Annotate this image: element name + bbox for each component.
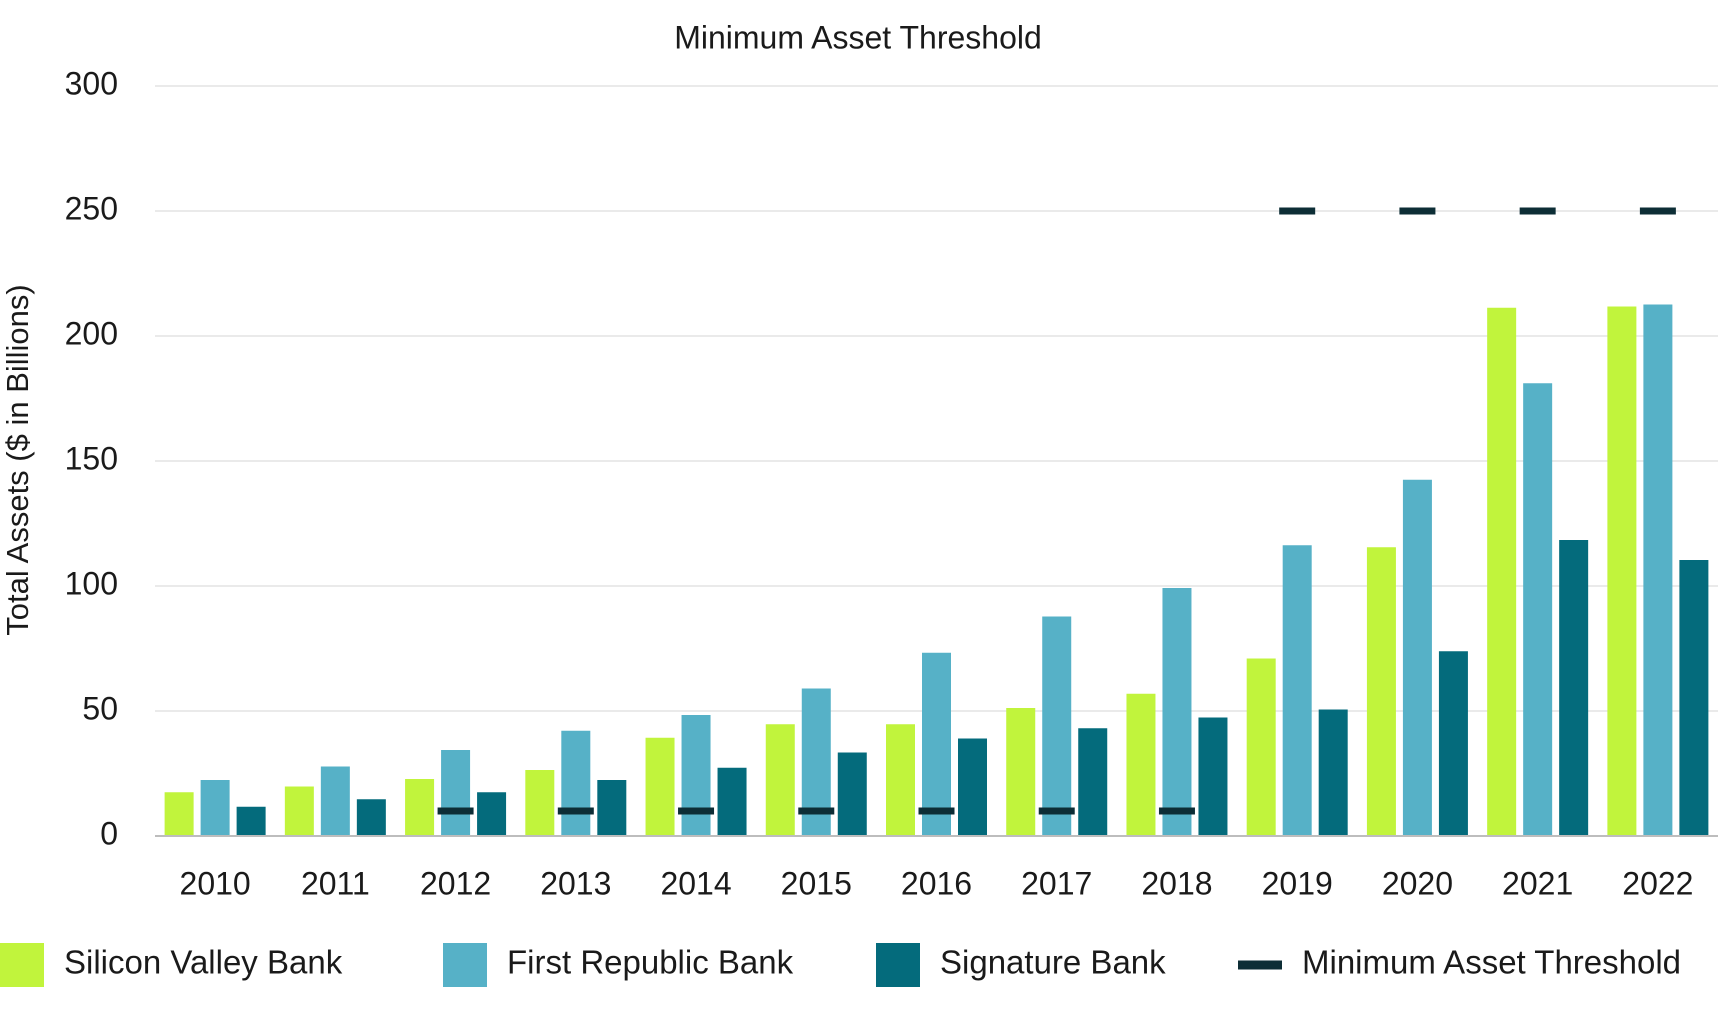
x-tick-label: 2020 [1382,865,1453,901]
bar [597,780,627,836]
x-tick-label: 2014 [660,865,731,901]
threshold-marker [1639,207,1676,215]
bar [1126,693,1156,836]
x-tick-label: 2015 [781,865,852,901]
gridlines [155,85,1718,712]
legend-swatch [0,943,44,987]
bar [1487,307,1517,836]
bar [1523,383,1553,836]
bar [1078,728,1108,836]
legend-swatch [876,943,920,987]
y-tick-label: 100 [65,565,118,601]
bar [1042,616,1072,836]
y-tick-label: 150 [65,440,118,476]
bar [1643,304,1673,836]
bar [681,715,711,836]
bar [1679,560,1709,836]
legend-label: First Republic Bank [507,944,794,981]
legend-label: Minimum Asset Threshold [1302,944,1681,981]
bar [1607,306,1637,836]
bar [1438,651,1468,836]
bar [561,730,591,836]
bar [236,806,266,836]
bar [645,737,675,836]
bar [525,770,555,836]
bar [837,752,867,836]
threshold-marker [1038,807,1075,815]
legend-swatch [1238,960,1282,970]
y-tick-label: 250 [65,190,118,226]
x-tick-label: 2012 [420,865,491,901]
legend-label: Signature Bank [940,944,1166,981]
x-tick-label: 2017 [1021,865,1092,901]
bar [765,724,795,836]
bar [405,779,435,836]
chart-title: Minimum Asset Threshold [674,19,1042,55]
y-axis-label: Total Assets ($ in Billions) [0,284,35,635]
threshold-marker [918,807,955,815]
bar [1162,588,1192,836]
bar [1006,708,1036,836]
threshold-marker [1519,207,1556,215]
bars [164,304,1709,836]
y-tick-labels: 0 50 100 150 200 250 300 [65,65,118,851]
bar [284,786,314,836]
bar [1559,540,1589,836]
threshold-marker [1279,207,1316,215]
x-tick-label: 2022 [1622,865,1693,901]
threshold-marker [798,807,835,815]
bar [477,792,507,836]
x-tick-label: 2016 [901,865,972,901]
bar [1402,479,1432,836]
y-tick-label: 0 [100,815,118,851]
bar [717,767,747,836]
y-tick-label: 50 [82,690,118,726]
threshold-marker [678,807,715,815]
legend-label: Silicon Valley Bank [64,944,343,981]
x-tick-label: 2018 [1141,865,1212,901]
bar [320,766,350,836]
bar [441,750,471,836]
bar [922,652,951,836]
x-tick-label: 2019 [1262,865,1333,901]
y-tick-label: 200 [65,315,118,351]
x-tick-label: 2011 [301,865,370,901]
threshold-marker [1399,207,1436,215]
bar [1246,658,1276,836]
threshold-marker [1158,807,1195,815]
threshold-markers [437,207,1676,815]
threshold-marker [437,807,474,815]
legend: Silicon Valley Bank First Republic Bank Si… [0,943,1681,987]
bar [164,792,194,836]
bar [958,738,987,836]
bar [886,724,915,836]
bar [1366,547,1396,836]
legend-swatch [443,943,487,987]
bar [356,799,386,836]
x-tick-label: 2013 [540,865,611,901]
bar [1282,545,1312,836]
x-tick-label: 2021 [1502,865,1573,901]
bar [1318,709,1348,836]
y-tick-label: 300 [65,65,118,101]
x-tick-labels: 2010 2011 2012 2013 2014 2015 2016 2017 2018 2019… [180,865,1694,901]
x-tick-label: 2010 [180,865,251,901]
threshold-marker [557,807,594,815]
bar [200,780,230,836]
bar [1198,717,1228,836]
